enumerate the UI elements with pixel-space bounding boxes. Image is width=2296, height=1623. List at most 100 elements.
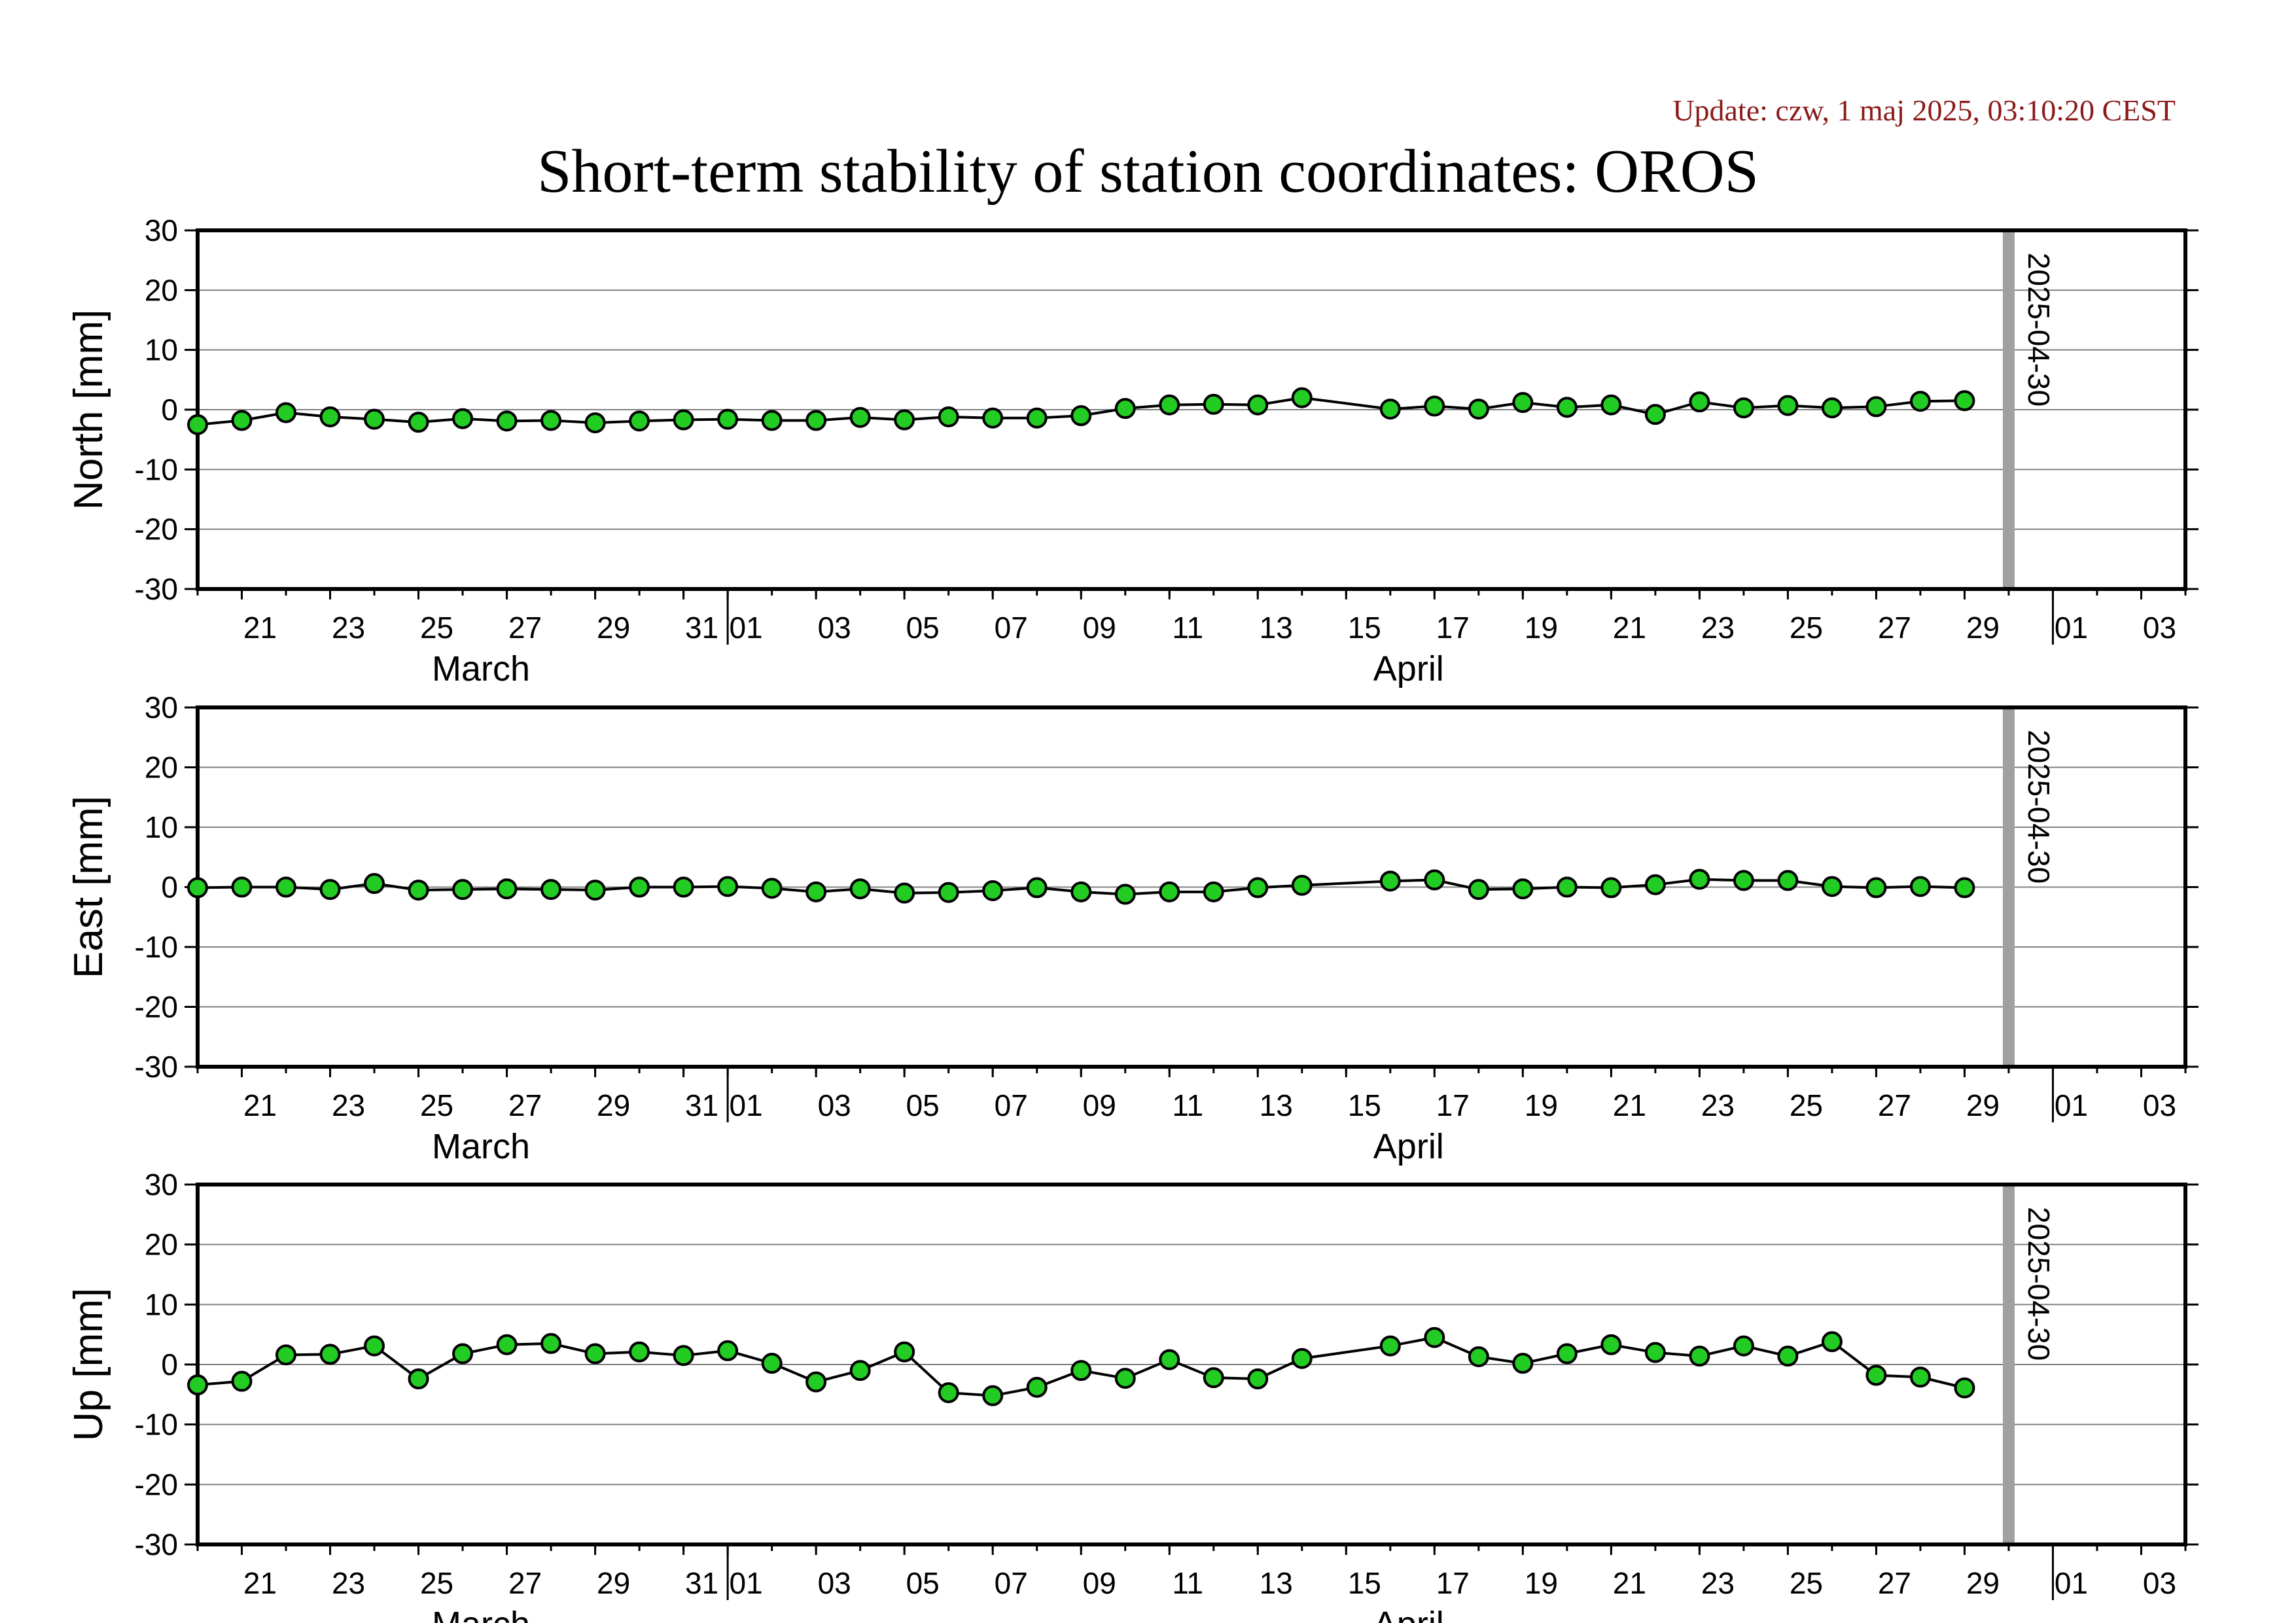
x-tick-label: 27 [1878,611,1911,645]
x-tick-label: 17 [1436,611,1470,645]
data-point [364,408,385,430]
y-tick-label: -20 [135,1467,178,1501]
data-point [584,880,606,901]
series-line [197,396,1965,426]
data-point [187,414,208,435]
data-point [761,410,783,431]
data-point [1733,1335,1754,1357]
data-point [982,407,1004,429]
y-tick-label: -10 [135,930,178,964]
data-point [849,1360,871,1382]
x-tick-label: 13 [1260,1566,1293,1600]
data-point [1689,391,1710,413]
data-point [275,876,297,898]
data-point [629,876,650,898]
data-point [761,1353,783,1374]
data-point [1159,881,1180,902]
x-tick-label: 21 [243,1566,277,1600]
x-tick-label: 23 [1701,1566,1735,1600]
y-tick-label: 0 [161,870,178,904]
data-point [1644,874,1666,895]
data-point [1159,1349,1180,1370]
x-tick-label: 01 [730,1088,763,1122]
y-tick-label: -30 [135,1527,178,1561]
data-point [717,408,739,430]
data-point [408,412,429,433]
data-point [805,1371,827,1393]
data-point [1026,1376,1048,1398]
data-point [1865,396,1887,418]
month-label: April [1373,1605,1444,1623]
data-point [496,878,518,900]
y-axis-label: East [mm] [66,796,111,978]
x-tick-label: 17 [1436,1088,1470,1122]
data-point [849,406,871,428]
x-tick-label: 25 [420,611,453,645]
x-tick-label: 11 [1172,611,1203,645]
y-axis-label: North [mm] [66,310,111,510]
x-tick-label: 11 [1172,1088,1203,1122]
data-point [540,410,562,431]
y-tick-label: 20 [145,273,178,307]
y-tick-label: 20 [145,751,178,785]
y-tick-label: 30 [145,1168,178,1202]
data-point [894,409,915,431]
data-point [231,410,253,431]
data-point [1114,398,1136,419]
data-point [717,876,739,897]
x-tick-label: 03 [818,1566,851,1600]
data-point [319,879,341,901]
data-point [1556,1343,1578,1364]
x-tick-label: 27 [508,1088,542,1122]
y-tick-label: -20 [135,512,178,546]
data-point [673,876,694,898]
data-point [1777,395,1799,416]
y-axis-label: Up [mm] [66,1288,111,1441]
x-tick-label: 19 [1525,1566,1558,1600]
data-point [1424,395,1445,417]
data-point [452,1343,474,1364]
y-tick-label: -30 [135,572,178,606]
x-tick-label: 03 [2143,1566,2176,1600]
x-tick-label: 27 [1878,1566,1911,1600]
x-tick-label: 03 [818,611,851,645]
x-tick-label: 23 [332,611,365,645]
data-point [1512,1353,1534,1374]
data-point [629,1341,650,1363]
data-point [938,1382,959,1404]
x-tick-label: 21 [1613,611,1646,645]
data-point [1468,1346,1489,1368]
y-tick-label: 10 [145,1287,178,1321]
x-tick-label: 29 [597,1566,630,1600]
data-point [982,1385,1004,1406]
x-tick-label: 23 [1701,611,1735,645]
data-point [1865,1364,1887,1386]
x-tick-label: 29 [1966,611,2000,645]
x-tick-label: 17 [1436,1566,1470,1600]
x-tick-label: 27 [508,611,542,645]
data-point [938,882,959,903]
data-point [452,879,474,901]
data-point [1379,399,1401,420]
x-tick-label: 03 [2143,1088,2176,1122]
y-tick-label: 0 [161,393,178,427]
data-point [1070,1360,1092,1382]
data-point [584,412,606,434]
data-point [1777,870,1799,891]
data-point [364,873,385,895]
data-point [408,1368,429,1389]
data-point [540,879,562,901]
data-point [1821,876,1843,897]
data-point [231,1370,253,1392]
month-label: March [432,649,530,688]
x-tick-label: 09 [1083,611,1116,645]
month-label: March [432,1605,530,1623]
data-point [1203,393,1224,415]
data-point [1424,869,1445,891]
data-point [1026,877,1048,899]
data-point [1026,407,1048,429]
data-point [894,882,915,904]
x-tick-label: 15 [1348,611,1381,645]
